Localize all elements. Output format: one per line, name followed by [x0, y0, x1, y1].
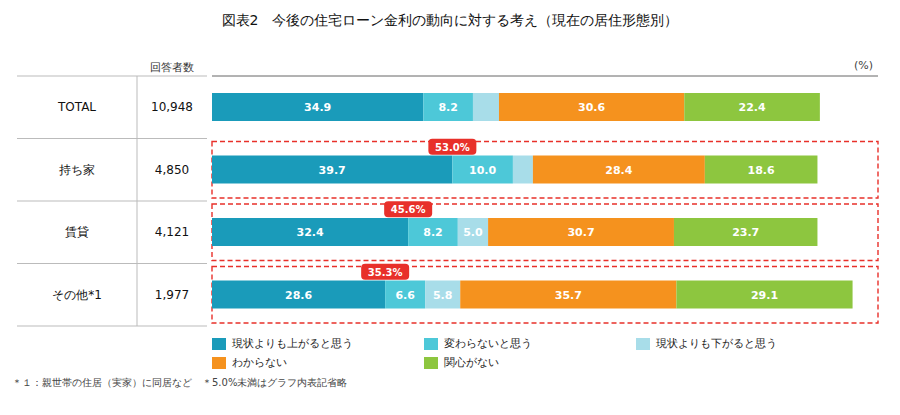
svg-text:35.7: 35.7	[555, 289, 582, 302]
svg-text:1,977: 1,977	[155, 288, 189, 302]
svg-text:34.9: 34.9	[304, 101, 331, 114]
svg-text:28.6: 28.6	[285, 289, 312, 302]
svg-text:53.0%: 53.0%	[435, 142, 470, 153]
svg-text:30.7: 30.7	[567, 226, 594, 239]
html-text:関心がない: 関心がない	[444, 356, 499, 369]
svg-text:29.1: 29.1	[751, 289, 778, 302]
svg-text:賃貸: 賃貸	[65, 225, 89, 239]
svg-text:10.0: 10.0	[469, 164, 496, 177]
svg-text:18.6: 18.6	[748, 164, 775, 177]
svg-text:32.4: 32.4	[297, 226, 324, 239]
svg-text:23.7: 23.7	[732, 226, 759, 239]
svg-text:45.6%: 45.6%	[391, 204, 426, 215]
svg-text:回答者数: 回答者数	[150, 61, 194, 74]
svg-text:39.7: 39.7	[319, 164, 346, 177]
svg-text:その他*1: その他*1	[52, 288, 102, 302]
html-text:変わらないと思う: 変わらないと思う	[444, 337, 532, 350]
svg-text:4,121: 4,121	[155, 225, 189, 239]
svg-text:22.4: 22.4	[738, 101, 765, 114]
html-text:わからない: わからない	[232, 356, 287, 369]
svg-text:10,948: 10,948	[151, 100, 193, 114]
html-text:＊１：親世帯の住居（実家）に同居など ＊5.0%未満はグラフ: ＊１：親世帯の住居（実家）に同居など ＊5.0%未満はグラフ内表記省略	[12, 377, 348, 388]
svg-text:8.2: 8.2	[438, 101, 458, 114]
svg-text:TOTAL: TOTAL	[57, 100, 96, 114]
svg-text:6.6: 6.6	[395, 289, 415, 302]
svg-text:30.6: 30.6	[578, 101, 605, 114]
svg-text:28.4: 28.4	[605, 164, 632, 177]
svg-text:(%): (%)	[854, 59, 873, 72]
svg-text:4,850: 4,850	[155, 163, 189, 177]
html-text:図表2 今後の住宅ローン金利の動向に対する考え（現在の居住形: 図表2 今後の住宅ローン金利の動向に対する考え（現在の居住形態別）	[221, 12, 679, 28]
svg-text:5.8: 5.8	[433, 289, 453, 302]
svg-text:持ち家: 持ち家	[59, 163, 95, 177]
svg-text:8.2: 8.2	[423, 226, 443, 239]
html-text:現状よりも上がると思う: 現状よりも上がると思う	[232, 337, 353, 350]
svg-text:35.3%: 35.3%	[368, 267, 403, 278]
html-text:現状よりも下がると思う: 現状よりも下がると思う	[656, 337, 777, 350]
svg-text:5.0: 5.0	[463, 226, 483, 239]
